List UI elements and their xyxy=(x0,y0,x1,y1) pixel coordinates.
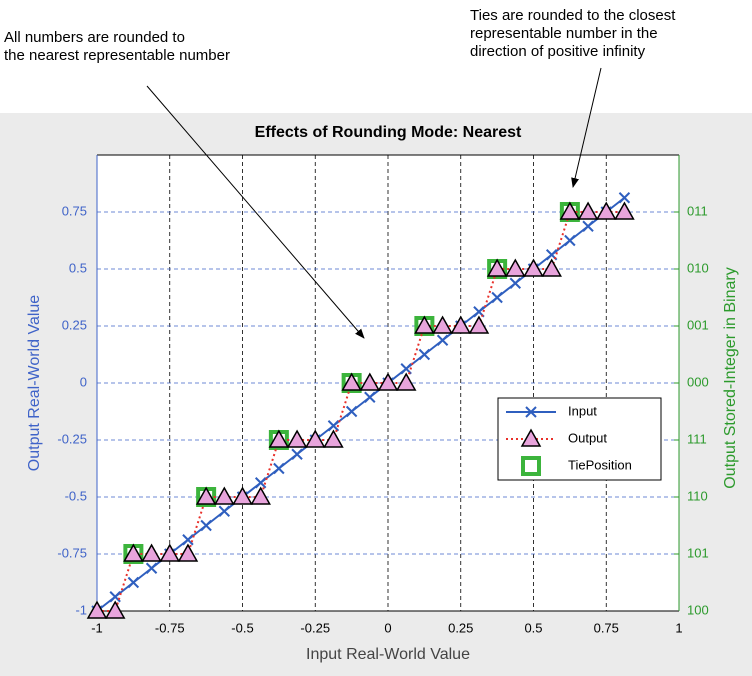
series-1 xyxy=(86,201,635,619)
input-marker xyxy=(291,448,303,460)
output-marker xyxy=(232,486,253,505)
series-line xyxy=(97,211,625,612)
output-marker xyxy=(341,372,362,391)
input-marker xyxy=(564,234,576,247)
x-tick-label: -0.75 xyxy=(155,620,185,635)
annotation-arrow xyxy=(146,85,365,339)
output-marker xyxy=(486,258,508,277)
y2-tick-label: 101 xyxy=(687,545,709,560)
x-tick-label: -0.25 xyxy=(300,620,330,635)
output-marker xyxy=(505,258,526,277)
legend-marker xyxy=(520,428,542,447)
output-marker xyxy=(377,372,399,391)
y2-tick-label: 111 xyxy=(687,431,707,446)
output-marker xyxy=(104,600,126,619)
input-marker xyxy=(254,477,267,489)
input-marker xyxy=(218,505,231,517)
chart-title: Effects of Rounding Mode: Nearest xyxy=(255,124,522,141)
x-axis-label: Input Real-World Value xyxy=(306,646,470,663)
annotation-text: All numbers are rounded to xyxy=(4,29,185,46)
output-marker xyxy=(359,372,381,391)
annotation-text: direction of positive infinity xyxy=(470,43,646,60)
output-marker xyxy=(286,429,308,448)
output-marker xyxy=(395,372,417,391)
y2-axis-label: Output Stored-Integer in Binary xyxy=(722,267,739,488)
output-marker xyxy=(268,429,290,448)
output-marker xyxy=(123,543,144,562)
input-marker xyxy=(327,420,340,432)
output-marker xyxy=(159,543,181,562)
output-marker xyxy=(432,315,453,334)
legend-label: Input xyxy=(568,403,597,418)
x-tick-label: 0.5 xyxy=(524,620,542,635)
output-marker xyxy=(468,315,490,334)
output-marker xyxy=(559,201,581,220)
input-marker xyxy=(618,192,631,204)
input-marker xyxy=(400,363,412,375)
y-tick-label: 0 xyxy=(80,374,87,389)
legend-label: TiePosition xyxy=(568,457,632,472)
annotation-text: representable number in the xyxy=(470,25,658,42)
annotation-arrow xyxy=(571,67,602,188)
input-marker xyxy=(127,576,140,589)
output-marker xyxy=(541,258,562,277)
y-tick-label: -1 xyxy=(75,602,87,617)
input-marker xyxy=(145,562,158,574)
y2-tick-label: 010 xyxy=(687,260,709,275)
annotation-text: the nearest representable number xyxy=(4,47,230,64)
output-marker xyxy=(577,201,599,220)
x-tick-label: 0.75 xyxy=(594,620,619,635)
x-tick-label: -1 xyxy=(91,620,103,635)
output-marker xyxy=(523,258,544,277)
x-tick-label: 1 xyxy=(675,620,682,635)
x-tick-label: 0 xyxy=(384,620,391,635)
legend-marker xyxy=(521,456,541,476)
input-marker xyxy=(345,405,358,418)
input-marker xyxy=(436,334,449,346)
y-tick-label: -0.5 xyxy=(65,488,87,503)
x-tick-label: -0.5 xyxy=(231,620,253,635)
output-marker xyxy=(177,543,199,562)
input-marker xyxy=(582,220,594,232)
input-marker xyxy=(109,591,121,603)
output-marker xyxy=(450,315,472,334)
output-marker xyxy=(323,429,344,448)
input-marker xyxy=(182,534,194,546)
input-marker xyxy=(509,277,522,289)
input-marker xyxy=(273,462,285,475)
output-marker xyxy=(595,201,617,220)
y-axis-label: Output Real-World Value xyxy=(26,295,43,471)
y2-tick-label: 011 xyxy=(687,203,708,218)
y-tick-label: 0.25 xyxy=(62,317,87,332)
y-tick-label: 0.5 xyxy=(69,260,87,275)
input-marker xyxy=(418,348,431,361)
y2-tick-label: 001 xyxy=(687,317,709,332)
y2-tick-label: 000 xyxy=(687,374,709,389)
output-marker xyxy=(214,486,235,505)
x-tick-label: 0.25 xyxy=(448,620,473,635)
y2-tick-label: 100 xyxy=(687,602,709,617)
output-marker xyxy=(250,486,271,505)
output-marker xyxy=(304,429,326,448)
y-tick-label: -0.75 xyxy=(57,545,87,560)
output-marker xyxy=(86,600,108,619)
annotation-text: Ties are rounded to the closest xyxy=(470,7,676,24)
output-marker xyxy=(195,486,217,505)
input-marker xyxy=(200,519,212,532)
input-marker xyxy=(491,291,503,304)
legend-marker xyxy=(525,406,537,418)
output-marker xyxy=(614,201,635,220)
output-marker xyxy=(414,315,435,334)
y-tick-label: 0.75 xyxy=(62,203,87,218)
output-marker xyxy=(141,543,162,562)
y2-tick-label: 110 xyxy=(687,488,708,503)
legend-label: Output xyxy=(568,430,607,445)
y-tick-label: -0.25 xyxy=(57,431,87,446)
legend: Input Output TiePosition xyxy=(497,397,662,481)
input-marker xyxy=(364,391,376,403)
